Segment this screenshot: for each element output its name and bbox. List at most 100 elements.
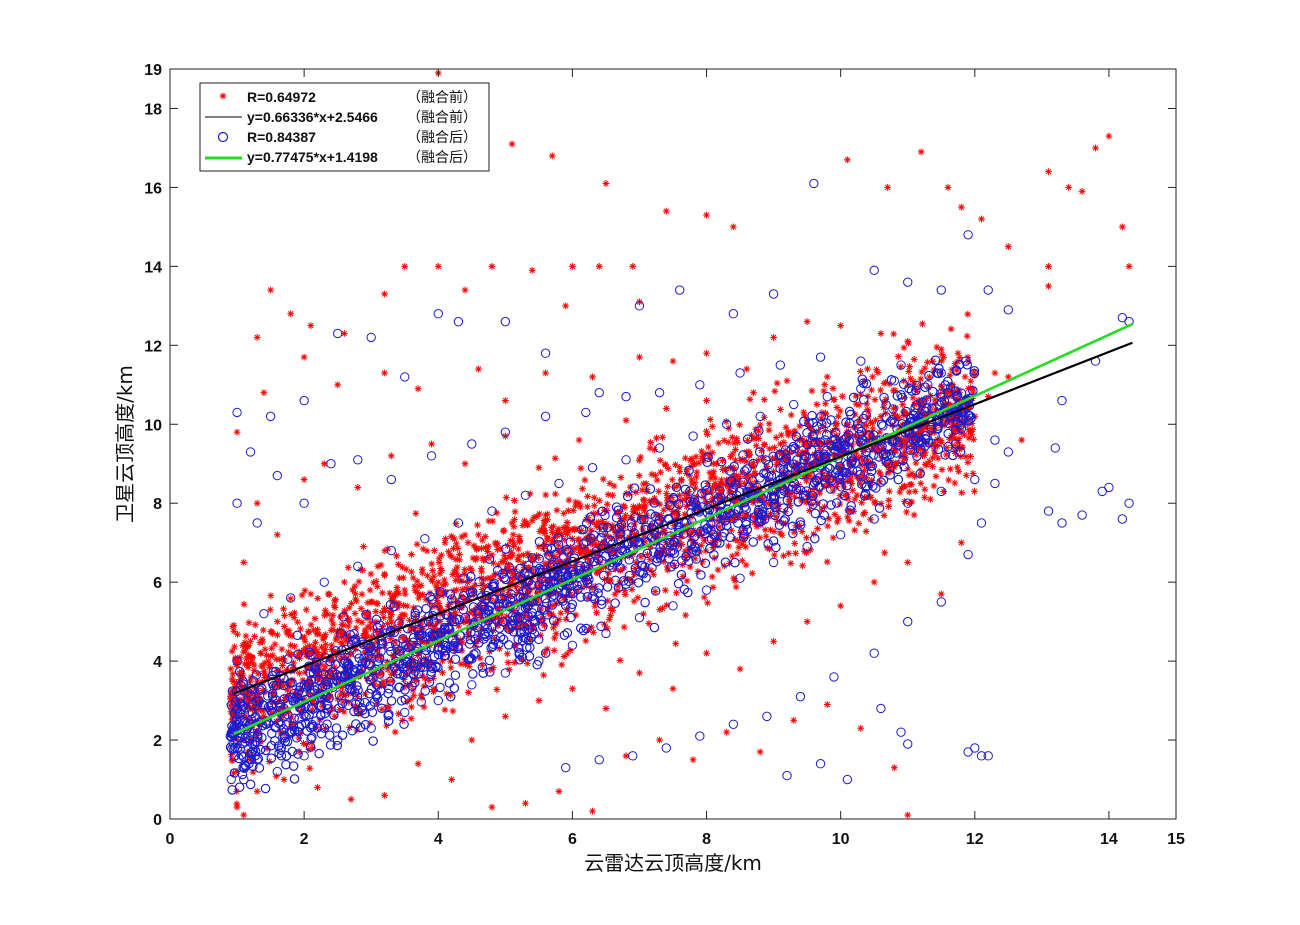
before-fusion-point bbox=[228, 675, 236, 683]
before-fusion-point bbox=[540, 517, 548, 524]
before-fusion-point bbox=[572, 611, 580, 619]
before-fusion-point bbox=[245, 659, 252, 667]
before-fusion-point bbox=[481, 533, 489, 541]
before-fusion-point bbox=[358, 619, 366, 626]
before-fusion-point bbox=[314, 784, 321, 791]
before-fusion-point bbox=[258, 635, 266, 643]
before-fusion-point bbox=[408, 551, 415, 558]
before-fusion-point bbox=[838, 392, 846, 400]
before-fusion-point bbox=[965, 434, 973, 442]
before-fusion-point bbox=[991, 369, 999, 377]
before-fusion-point bbox=[383, 722, 390, 730]
before-fusion-point bbox=[300, 476, 308, 483]
before-fusion-point bbox=[803, 534, 810, 542]
before-fusion-point bbox=[930, 482, 938, 490]
before-fusion-point bbox=[407, 568, 415, 576]
before-fusion-point bbox=[870, 578, 878, 586]
before-fusion-point bbox=[473, 544, 480, 552]
before-fusion-point bbox=[978, 215, 985, 223]
before-fusion-point bbox=[498, 592, 506, 599]
before-fusion-point bbox=[428, 440, 435, 448]
before-fusion-point bbox=[823, 558, 831, 566]
before-fusion-point bbox=[307, 590, 315, 598]
before-fusion-point bbox=[354, 484, 362, 491]
before-fusion-point bbox=[780, 552, 787, 560]
before-fusion-point bbox=[327, 627, 335, 634]
before-fusion-point bbox=[1125, 262, 1133, 270]
before-fusion-point bbox=[318, 643, 325, 651]
before-fusion-point bbox=[457, 660, 465, 668]
before-fusion-point bbox=[441, 706, 449, 714]
before-fusion-point bbox=[928, 463, 936, 470]
before-fusion-point bbox=[965, 426, 973, 433]
before-fusion-point bbox=[662, 207, 670, 215]
before-fusion-point bbox=[450, 545, 457, 552]
before-fusion-point bbox=[706, 416, 714, 423]
before-fusion-point bbox=[552, 630, 560, 638]
before-fusion-point bbox=[857, 724, 865, 732]
before-fusion-point bbox=[251, 633, 258, 640]
before-fusion-point bbox=[548, 524, 555, 531]
before-fusion-point bbox=[260, 389, 268, 397]
before-fusion-point bbox=[530, 513, 538, 521]
before-fusion-point bbox=[901, 482, 909, 490]
before-fusion-point bbox=[344, 622, 352, 630]
before-fusion-point bbox=[708, 423, 716, 430]
before-fusion-point bbox=[682, 611, 690, 619]
before-fusion-point bbox=[481, 582, 489, 590]
before-fusion-point bbox=[475, 531, 482, 539]
before-fusion-point bbox=[400, 574, 407, 582]
before-fusion-point bbox=[961, 373, 969, 381]
before-fusion-point bbox=[783, 377, 791, 385]
before-fusion-point bbox=[307, 322, 315, 329]
before-fusion-point bbox=[233, 803, 241, 811]
before-fusion-point bbox=[280, 776, 288, 783]
before-fusion-point bbox=[661, 586, 669, 594]
before-fusion-point bbox=[429, 577, 436, 585]
before-fusion-point bbox=[1045, 262, 1052, 270]
before-fusion-point bbox=[562, 529, 570, 536]
before-fusion-point bbox=[273, 618, 281, 626]
before-fusion-point bbox=[475, 365, 482, 373]
before-fusion-point bbox=[834, 412, 842, 420]
before-fusion-point bbox=[501, 555, 509, 562]
before-fusion-point bbox=[602, 705, 610, 712]
before-fusion-point bbox=[373, 583, 381, 591]
before-fusion-point bbox=[464, 688, 472, 696]
before-fusion-point bbox=[894, 353, 902, 360]
before-fusion-point bbox=[711, 474, 719, 482]
before-fusion-point bbox=[659, 604, 666, 612]
before-fusion-point bbox=[388, 611, 395, 618]
before-fusion-point bbox=[562, 302, 570, 310]
before-fusion-point bbox=[938, 466, 946, 474]
before-fusion-point bbox=[558, 661, 566, 669]
before-fusion-point bbox=[640, 502, 648, 510]
before-fusion-point bbox=[562, 615, 570, 623]
before-fusion-point bbox=[551, 490, 559, 498]
before-fusion-point bbox=[253, 787, 261, 795]
before-fusion-point bbox=[884, 184, 892, 191]
before-fusion-point bbox=[502, 494, 510, 501]
before-fusion-point bbox=[635, 472, 643, 480]
before-fusion-point bbox=[967, 377, 975, 385]
before-fusion-point bbox=[584, 492, 591, 500]
before-fusion-point bbox=[637, 453, 645, 461]
before-fusion-point bbox=[910, 511, 918, 519]
before-fusion-point bbox=[880, 512, 888, 519]
before-fusion-point bbox=[896, 488, 904, 496]
before-fusion-point bbox=[656, 736, 663, 744]
before-fusion-point bbox=[503, 650, 511, 658]
before-fusion-point bbox=[662, 461, 669, 469]
before-fusion-point bbox=[439, 669, 446, 677]
before-fusion-point bbox=[843, 156, 851, 164]
before-fusion-point bbox=[331, 597, 338, 605]
before-fusion-point bbox=[837, 322, 845, 329]
before-fusion-point bbox=[636, 669, 643, 677]
before-fusion-point bbox=[703, 397, 710, 404]
before-fusion-point bbox=[910, 355, 918, 363]
before-fusion-point bbox=[905, 488, 913, 496]
before-fusion-point bbox=[515, 533, 523, 540]
before-fusion-point bbox=[344, 564, 352, 572]
before-fusion-point bbox=[429, 567, 437, 574]
before-fusion-point bbox=[360, 543, 367, 550]
